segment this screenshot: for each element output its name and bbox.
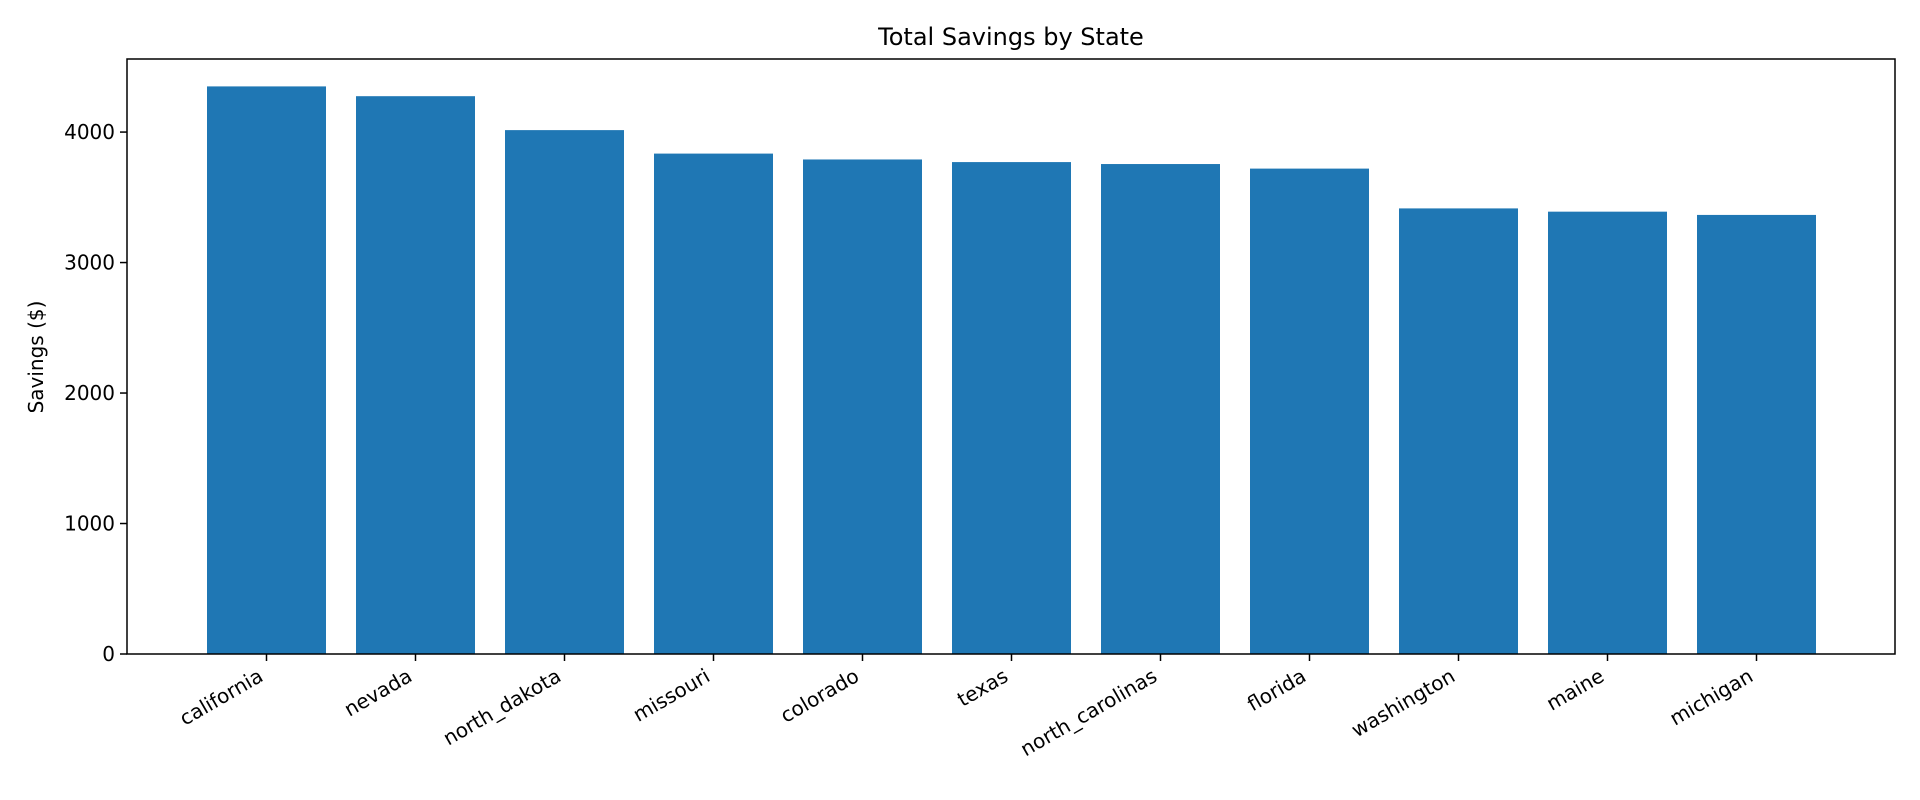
bar-california	[207, 86, 326, 655]
bar-michigan	[1697, 214, 1816, 655]
bar-texas	[952, 162, 1071, 654]
x-tick-label-missouri: missouri	[629, 664, 714, 727]
x-tick-label-maine: maine	[1542, 664, 1608, 716]
y-tick-label-0: 0	[102, 642, 115, 666]
x-tick-label-colorado: colorado	[776, 664, 863, 728]
x-tick-label-florida: florida	[1243, 664, 1310, 717]
bars-group	[207, 86, 1816, 655]
x-tick-label-texas: texas	[953, 664, 1012, 712]
y-tick-label-1000: 1000	[64, 512, 115, 536]
x-tick-label-washington: washington	[1347, 664, 1459, 742]
y-tick-label-2000: 2000	[64, 381, 115, 405]
x-tick-label-north_carolinas: north_carolinas	[1016, 664, 1161, 761]
bar-maine	[1548, 211, 1667, 654]
bar-florida	[1250, 168, 1369, 654]
x-tick-label-north_dakota: north_dakota	[439, 664, 565, 751]
y-tick-label-4000: 4000	[64, 120, 115, 144]
x-tick-label-michigan: michigan	[1665, 664, 1757, 731]
bar-missouri	[654, 153, 773, 654]
x-tick-label-california: california	[175, 664, 267, 731]
y-axis-label: Savings ($)	[24, 301, 48, 414]
y-axis-ticks: 0 1000 2000 3000 4000	[64, 120, 127, 666]
bar-nevada	[356, 96, 475, 654]
plot-area-frame	[126, 58, 1896, 655]
y-tick-label-3000: 3000	[64, 251, 115, 275]
bar-washington	[1399, 208, 1518, 654]
bar-north_carolinas	[1101, 164, 1220, 654]
bar-colorado	[803, 159, 922, 654]
x-tick-label-nevada: nevada	[340, 664, 416, 722]
bar-north_dakota	[505, 130, 624, 655]
chart-title: Total Savings by State	[877, 23, 1144, 51]
x-axis-ticks: california nevada north_dakota missouri colo…	[175, 654, 1758, 761]
